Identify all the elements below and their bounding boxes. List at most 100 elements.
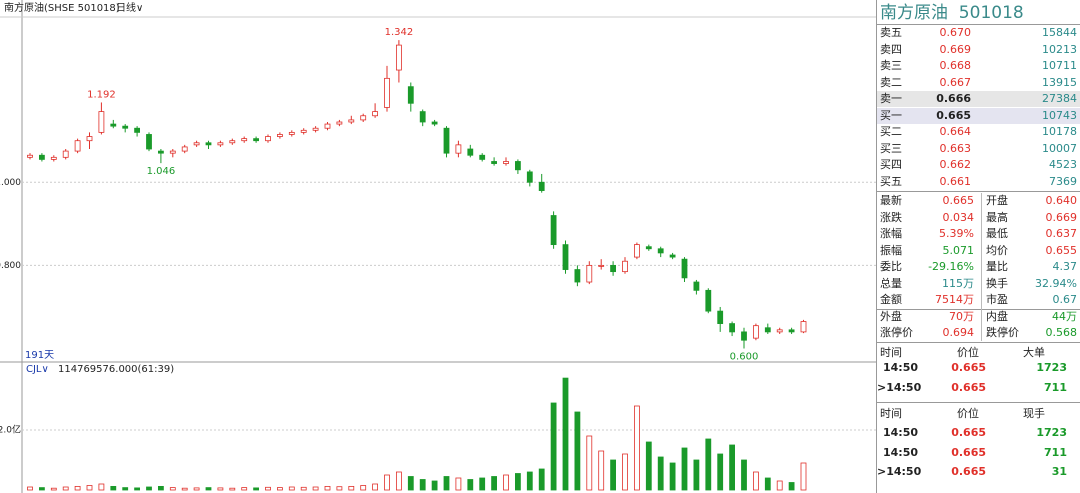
price-annotation: 1.046 <box>147 166 176 177</box>
candle-body <box>181 146 188 152</box>
book-price: 0.667 <box>939 75 972 89</box>
book-label: 卖三 <box>880 59 902 72</box>
volume-bar <box>217 487 224 491</box>
candle-body <box>312 127 319 131</box>
stat-label: 金额 <box>880 293 902 306</box>
candle-body <box>788 329 795 333</box>
book-label: 买二 <box>880 125 902 138</box>
chart: 南方原油(SHSE 501018) 日线∨ 191天 CJL∨ 11476957… <box>0 0 876 493</box>
candle-body <box>741 331 747 341</box>
indicator[interactable]: CJL∨ <box>26 364 49 375</box>
stat-value: 70万 <box>949 309 974 323</box>
volume-bar <box>336 486 343 491</box>
stat-value: 5.39% <box>939 227 974 240</box>
stat-value: 0.640 <box>1045 194 1078 207</box>
volume-bar <box>98 483 105 491</box>
candle-body <box>253 138 260 142</box>
volume-readout: 114769576.000(61:39) <box>58 364 174 375</box>
trade-time: >14:50 <box>877 465 922 478</box>
volume-bar <box>300 486 307 491</box>
trade-volume: 31 <box>1051 465 1067 478</box>
stat-label: 量比 <box>986 260 1008 273</box>
volume-bar <box>574 411 581 491</box>
period[interactable]: 日线∨ <box>116 1 143 14</box>
book-volume: 10743 <box>1042 108 1077 122</box>
book-label: 买五 <box>880 174 902 188</box>
volume-bar <box>50 487 57 491</box>
stat-value: -29.16% <box>928 260 974 273</box>
candle-body <box>395 44 402 71</box>
volume-bar <box>729 444 735 491</box>
candle-body <box>729 323 735 333</box>
volume-bar <box>550 402 557 491</box>
quote-title: 南方原油 501018 <box>880 3 1024 23</box>
stat-label: 最新 <box>880 194 902 207</box>
candle-body <box>229 140 236 144</box>
candle-body <box>360 115 367 121</box>
candle-body <box>645 246 652 250</box>
row-highlight <box>877 91 1080 107</box>
row-highlight <box>877 107 1080 124</box>
volume-bar <box>372 483 379 491</box>
trade-time: 14:50 <box>883 361 919 374</box>
book-volume: 15844 <box>1042 26 1077 39</box>
candle-body <box>407 86 414 104</box>
price-annotation: 1.192 <box>87 89 116 100</box>
candle-body <box>276 134 283 137</box>
volume-bar <box>324 485 331 491</box>
stat-value: 0.694 <box>942 326 975 339</box>
book-label: 卖二 <box>880 75 902 89</box>
y-tick-label: 2.0亿 <box>0 424 21 436</box>
volume-bar <box>657 456 664 491</box>
candle-body <box>753 325 759 339</box>
candle-body <box>27 154 33 158</box>
price-annotation: 1.342 <box>385 27 414 38</box>
volume-bar <box>62 486 69 491</box>
volume-bar <box>253 487 260 491</box>
divider <box>877 191 1080 192</box>
trade-time: 14:50 <box>883 426 919 439</box>
trade-price: 0.665 <box>951 465 986 478</box>
stat-value: 115万 <box>942 276 974 290</box>
volume-bar <box>610 459 616 491</box>
volume-bar <box>800 462 807 491</box>
stat-label: 市盈 <box>986 293 1008 306</box>
candle-body <box>538 181 545 191</box>
stat-label: 开盘 <box>986 194 1008 207</box>
stat-value: 0.568 <box>1045 326 1078 339</box>
volume-bar <box>134 487 141 491</box>
volume-bar <box>479 477 486 491</box>
candle-body <box>491 161 498 164</box>
volume-bar <box>431 480 438 491</box>
candle-body <box>526 171 533 183</box>
candle-body <box>324 123 331 129</box>
volume-bar <box>622 453 628 491</box>
candle-body <box>503 161 509 164</box>
volume-bar <box>181 487 188 491</box>
volume-bar <box>467 479 474 491</box>
stat-label: 涨幅 <box>880 227 902 240</box>
stat-value: 0.034 <box>942 210 975 224</box>
candle-body <box>39 154 45 160</box>
candle-body <box>693 281 700 291</box>
candle-body <box>348 119 355 123</box>
candle-body <box>134 127 141 133</box>
volume-bar <box>526 471 533 491</box>
stat-value: 0.665 <box>942 194 975 207</box>
volume-bar <box>693 459 700 491</box>
candle-body <box>193 142 200 146</box>
y-tick-label: 0.800 <box>0 261 21 271</box>
candle-body <box>146 134 152 150</box>
book-volume: 10213 <box>1042 42 1077 56</box>
column-header: 大单 <box>1023 346 1045 359</box>
symbol: 南方原油(SHSE 501018) <box>4 1 120 14</box>
volume-bar <box>515 473 521 491</box>
stat-label: 最高 <box>986 210 1008 224</box>
candle-body <box>122 125 129 129</box>
volume-bar <box>312 486 319 491</box>
candle-body <box>62 150 69 158</box>
volume-bar <box>586 435 593 491</box>
volume-bar <box>776 480 783 491</box>
stat-value: 44万 <box>1052 309 1077 323</box>
